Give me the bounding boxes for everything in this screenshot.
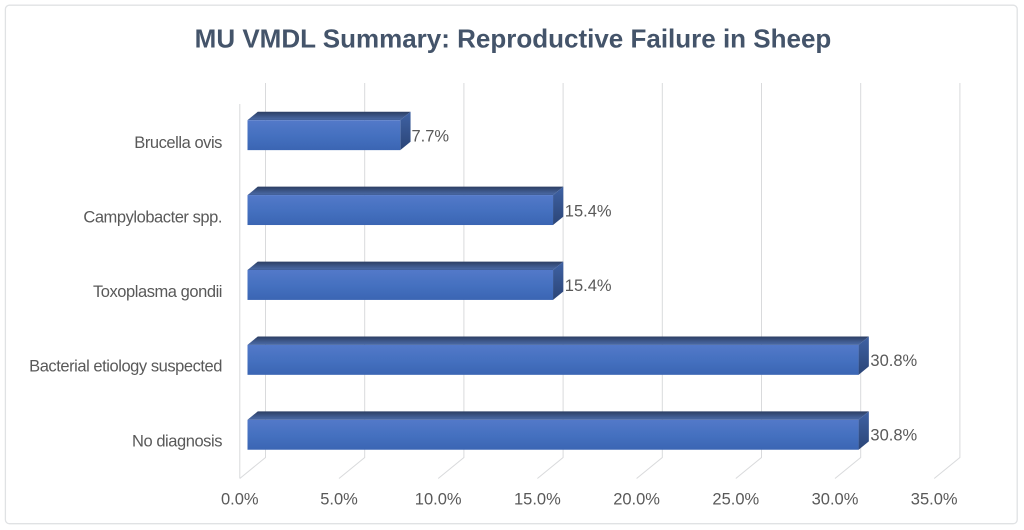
svg-text:30.8%: 30.8% [870,426,917,444]
svg-text:Campylobacter spp.: Campylobacter spp. [83,209,222,227]
svg-text:Bacterial etiology suspected: Bacterial etiology suspected [29,358,222,376]
svg-text:10.0%: 10.0% [415,491,462,509]
svg-text:0.0%: 0.0% [221,491,259,509]
svg-text:No diagnosis: No diagnosis [132,432,222,450]
svg-text:Brucella ovis: Brucella ovis [134,134,222,152]
svg-text:7.7%: 7.7% [412,128,450,146]
svg-text:Toxoplasma gondii: Toxoplasma gondii [93,283,222,301]
svg-text:30.8%: 30.8% [870,352,917,370]
svg-text:25.0%: 25.0% [712,491,759,509]
svg-text:15.4%: 15.4% [565,203,612,221]
svg-text:30.0%: 30.0% [812,491,859,509]
svg-text:15.4%: 15.4% [565,277,612,295]
svg-text:20.0%: 20.0% [613,491,660,509]
svg-text:15.0%: 15.0% [514,491,561,509]
svg-text:35.0%: 35.0% [911,491,958,509]
svg-text:5.0%: 5.0% [320,491,358,509]
svg-text:MU VMDL Summary: Reproductive: MU VMDL Summary: Reproductive Failure in… [195,24,832,54]
